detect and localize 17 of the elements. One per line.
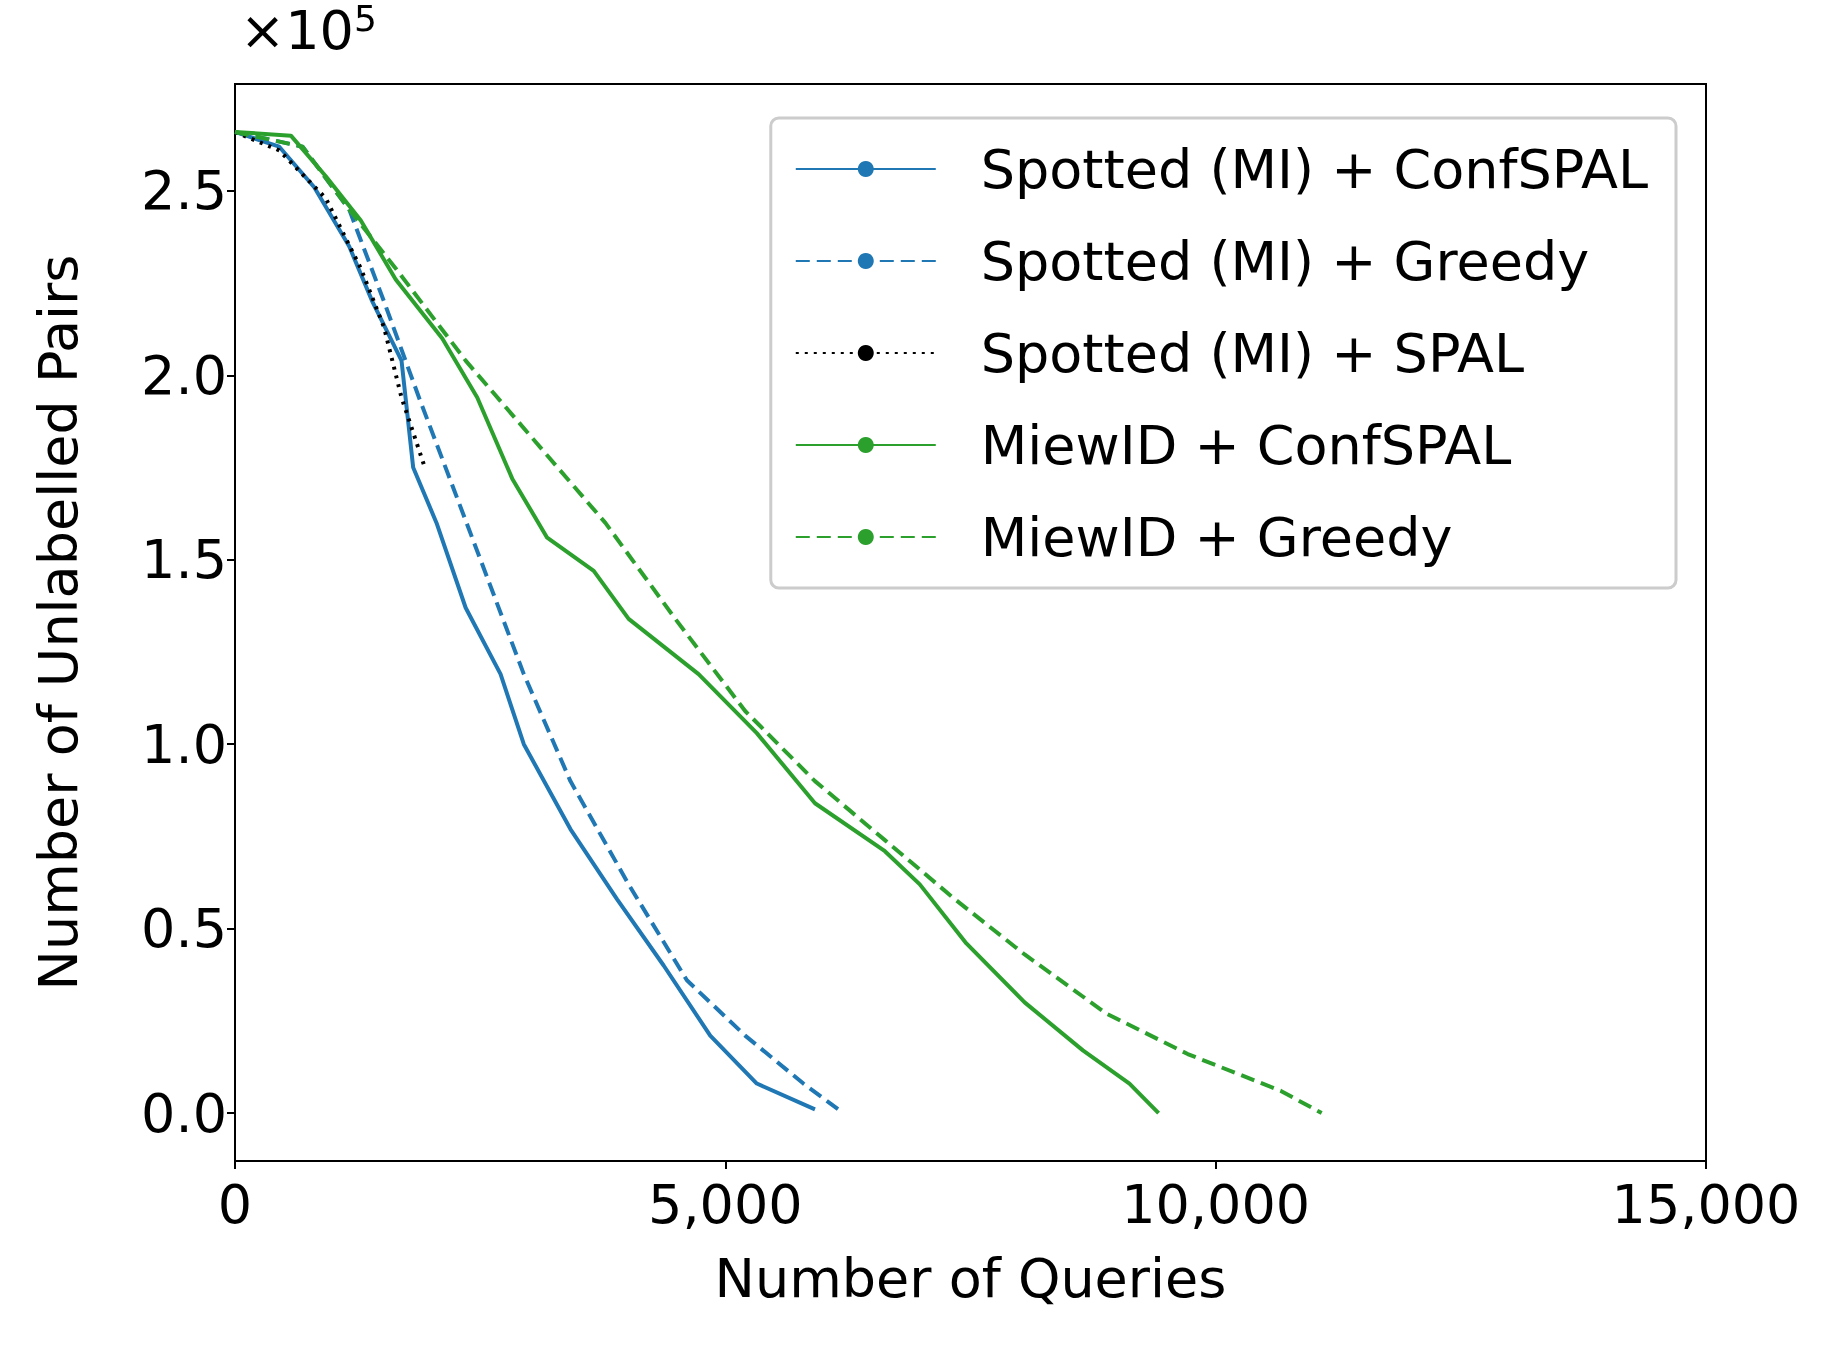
x-tick-label: 0 <box>217 1172 253 1236</box>
legend-label: Spotted (MI) + ConfSPAL <box>980 137 1649 201</box>
y-tick-label: 2.5 <box>141 159 227 223</box>
y-tick-label: 0.0 <box>141 1081 227 1145</box>
y-tick-label: 1.0 <box>141 712 227 776</box>
legend-label: MiewID + ConfSPAL <box>980 413 1512 477</box>
x-tick-label: 5,000 <box>648 1172 803 1236</box>
y-axis-title: Number of Unlabelled Pairs <box>26 254 90 991</box>
x-axis-title: Number of Queries <box>714 1246 1227 1310</box>
x-tick-label: 15,000 <box>1611 1172 1801 1236</box>
legend-label: Spotted (MI) + SPAL <box>980 321 1525 385</box>
legend-label: MiewID + Greedy <box>980 505 1453 569</box>
legend-label: Spotted (MI) + Greedy <box>980 229 1590 293</box>
y-tick-label: 1.5 <box>141 528 227 592</box>
y-tick-label: 0.5 <box>141 897 227 961</box>
y-tick-label: 2.0 <box>141 343 227 407</box>
x-tick-label: 10,000 <box>1121 1172 1311 1236</box>
